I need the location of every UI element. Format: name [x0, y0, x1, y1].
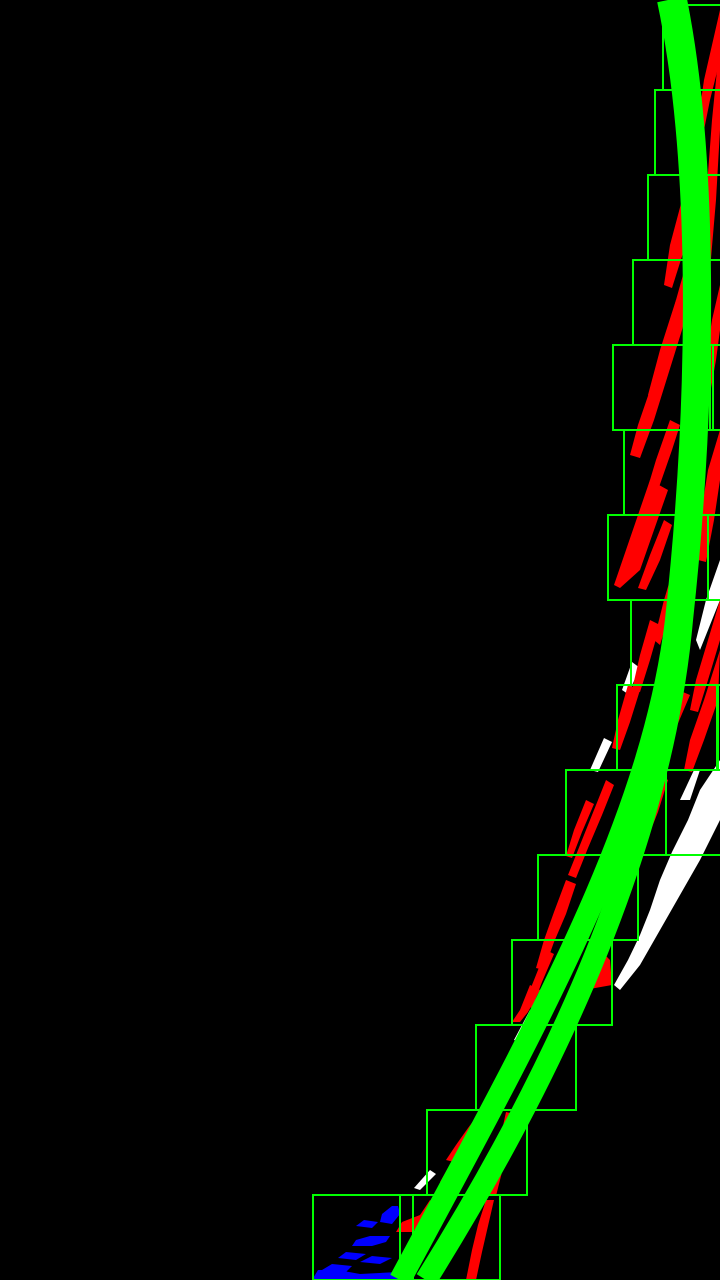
red-streak	[512, 985, 540, 1022]
left-lane-pixels	[312, 1206, 400, 1280]
blue-blob	[352, 1236, 390, 1246]
white-streak	[414, 1170, 436, 1190]
blue-blob	[356, 1220, 378, 1228]
red-streak	[536, 880, 576, 970]
blue-blob	[380, 1206, 400, 1224]
search-window	[665, 769, 720, 856]
search-window	[717, 684, 720, 771]
red-streak	[466, 1200, 494, 1280]
white-streak	[614, 760, 720, 990]
blue-blob	[360, 1256, 392, 1264]
red-streak	[638, 520, 672, 590]
search-window	[709, 344, 720, 431]
red-streak	[396, 1200, 436, 1232]
red-streak	[566, 800, 594, 858]
left-lane-fit-curve	[416, 0, 712, 1280]
white-streak	[696, 560, 720, 650]
red-streak	[698, 430, 720, 562]
search-window	[707, 514, 720, 601]
blue-blob	[338, 1252, 366, 1260]
red-streak	[612, 685, 640, 750]
red-streak	[632, 620, 660, 692]
red-streak	[614, 480, 668, 588]
blue-blob	[312, 1270, 400, 1280]
white-streak	[680, 770, 700, 800]
red-streak	[684, 650, 720, 772]
red-streak	[630, 300, 690, 458]
lane-fit-curves	[390, 0, 712, 1280]
red-streak	[568, 780, 614, 878]
white-streak	[590, 738, 612, 772]
